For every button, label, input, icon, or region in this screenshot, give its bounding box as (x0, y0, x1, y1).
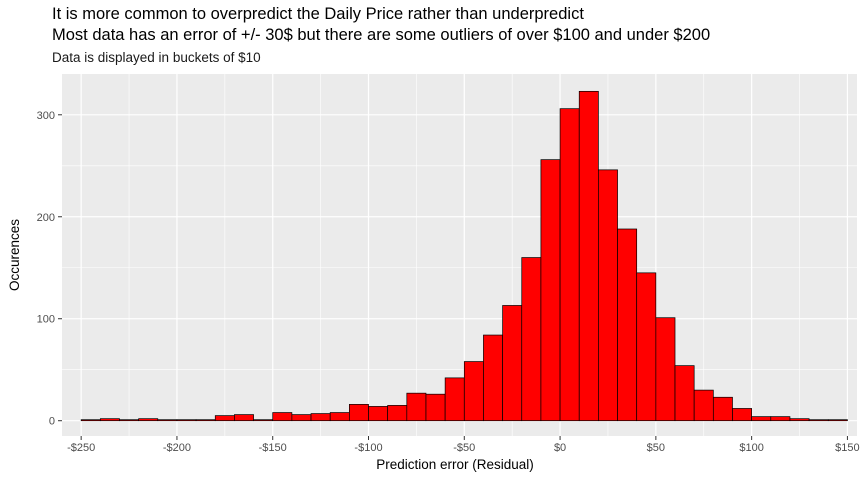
histogram-bar (176, 419, 197, 422)
histogram-bar (368, 406, 389, 422)
plot-panel (62, 74, 857, 436)
histogram-bars (80, 90, 848, 422)
y-axis: 0 100 200 300 (37, 110, 62, 428)
y-tick-label: 0 (49, 416, 55, 428)
x-axis: -$250 -$200 -$150 -$100 -$50 $0 $50 $100 $150 (67, 436, 860, 454)
x-tick-label: $100 (739, 442, 763, 454)
histogram-bar (732, 408, 752, 422)
histogram-bar (540, 159, 561, 422)
histogram-bar (655, 317, 676, 422)
histogram-bar (234, 414, 254, 422)
histogram-bar (99, 418, 120, 422)
histogram-bar (214, 415, 235, 422)
histogram-bar (406, 392, 427, 422)
histogram-bar (789, 418, 810, 422)
histogram-bar (80, 419, 101, 422)
y-tick-label: 300 (37, 110, 55, 122)
x-axis-title: Prediction error (Residual) (376, 457, 534, 472)
histogram-bar (310, 413, 331, 422)
x-tick-label: -$200 (163, 442, 191, 454)
histogram-bar (157, 419, 178, 422)
histogram-bar (253, 419, 274, 422)
histogram-bar (119, 419, 139, 422)
histogram-bar (348, 404, 369, 422)
histogram-bar (329, 412, 350, 422)
histogram-bar (425, 393, 446, 422)
chart-subtitle: Data is displayed in buckets of $10 (52, 50, 261, 65)
histogram-bar (195, 419, 216, 422)
histogram-bar (291, 414, 312, 422)
histogram-bar (636, 272, 657, 422)
histogram-bar (808, 419, 829, 422)
histogram-bar (444, 377, 465, 422)
histogram-bar (712, 396, 733, 422)
x-tick-label: -$100 (354, 442, 382, 454)
histogram-bar (827, 419, 848, 422)
histogram-bar (521, 257, 542, 422)
histogram-bar (578, 90, 599, 422)
y-axis-title: Occurences (7, 219, 22, 291)
histogram-bar (617, 228, 638, 422)
x-tick-label: -$150 (259, 442, 287, 454)
histogram-bar (693, 389, 714, 422)
histogram-bar (559, 108, 580, 422)
histogram-bar (483, 334, 503, 422)
y-tick-label: 200 (37, 212, 55, 224)
x-tick-label: $50 (647, 442, 665, 454)
x-tick-label: -$250 (67, 442, 95, 454)
x-tick-label: $0 (554, 442, 566, 454)
histogram-bar (751, 416, 772, 422)
histogram-bar (272, 412, 293, 422)
histogram-bar (502, 305, 523, 422)
x-tick-label: -$50 (453, 442, 475, 454)
histogram-bar (770, 416, 791, 422)
histogram-bar (598, 169, 618, 422)
histogram-bar (674, 365, 695, 422)
chart-title: It is more common to overpredict the Dai… (52, 5, 584, 23)
chart-title-line-2: Most data has an error of +/- 30$ but th… (52, 26, 711, 44)
histogram-bar (463, 361, 484, 422)
histogram-bar (387, 405, 408, 422)
histogram-bar (138, 418, 159, 422)
y-tick-label: 100 (37, 314, 55, 326)
x-tick-label: $150 (835, 442, 859, 454)
